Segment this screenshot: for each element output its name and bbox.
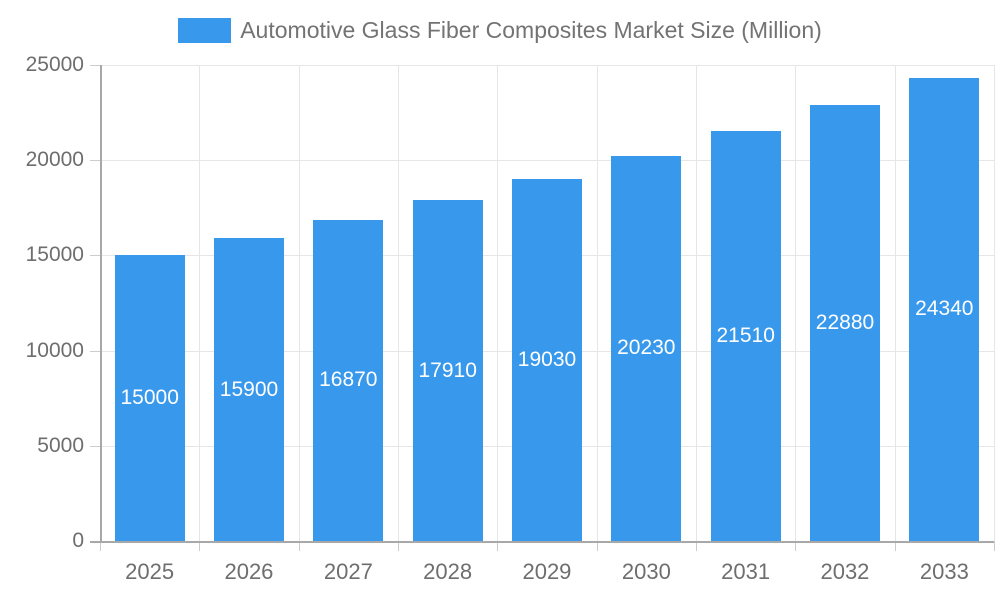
bar-2030[interactable] (611, 155, 682, 541)
x-axis-tick (895, 541, 896, 551)
x-gridline (994, 65, 995, 541)
x-axis-tick (100, 541, 101, 551)
bar-2027[interactable] (313, 219, 384, 541)
y-axis-tick-label: 5000 (37, 434, 84, 457)
x-axis-tick-label: 2031 (721, 559, 771, 584)
x-gridline (199, 65, 200, 541)
bar-2032[interactable] (810, 105, 880, 541)
bar-2028[interactable] (412, 200, 483, 541)
x-axis-tick (398, 541, 399, 551)
x-axis-tick-label: 2033 (919, 559, 969, 584)
x-axis-tick-label: 2029 (522, 559, 572, 584)
x-gridline (795, 65, 796, 541)
bar-2033[interactable] (909, 77, 980, 541)
x-gridline (497, 65, 498, 541)
y-axis-tick-label: 0 (72, 529, 84, 552)
x-gridline (895, 65, 896, 541)
bar-2025[interactable] (114, 255, 185, 541)
x-gridline (398, 65, 399, 541)
x-axis-tick (597, 541, 598, 551)
y-axis-tick-label: 15000 (25, 243, 84, 266)
y-axis-tick (90, 255, 100, 256)
y-axis-tick (90, 160, 100, 161)
y-axis-tick-label: 25000 (25, 53, 84, 76)
x-axis-tick (795, 541, 796, 551)
bar-2029[interactable] (512, 178, 582, 541)
x-gridline (696, 65, 697, 541)
x-axis-tick-label: 2032 (820, 559, 870, 584)
y-axis-tick-label: 10000 (25, 339, 84, 362)
y-axis-tick-label: 20000 (25, 148, 84, 171)
x-axis-tick (299, 541, 300, 551)
y-axis-tick (90, 541, 100, 542)
y-axis-tick (90, 65, 100, 66)
x-axis-tick-label: 2028 (423, 559, 473, 584)
x-gridline (299, 65, 300, 541)
x-axis-line (90, 541, 994, 543)
x-axis-tick-label: 2030 (621, 559, 671, 584)
x-axis-tick (696, 541, 697, 551)
x-axis-tick-label: 2025 (125, 559, 175, 584)
y-axis-line (100, 65, 102, 543)
bar-2026[interactable] (214, 238, 284, 541)
legend-label: Automotive Glass Fiber Composites Market… (240, 17, 822, 43)
x-axis-tick (497, 541, 498, 551)
x-axis-tick-label: 2026 (224, 559, 274, 584)
x-gridline (597, 65, 598, 541)
y-axis-tick (90, 446, 100, 447)
bar-2031[interactable] (710, 131, 781, 541)
legend-swatch (178, 18, 232, 43)
x-axis-tick (994, 541, 995, 551)
y-axis-tick (90, 351, 100, 352)
y-gridline (100, 65, 994, 66)
x-axis-tick-label: 2027 (323, 559, 373, 584)
x-axis-tick (199, 541, 200, 551)
chart-legend-item[interactable]: Automotive Glass Fiber Composites Market… (0, 18, 1000, 43)
